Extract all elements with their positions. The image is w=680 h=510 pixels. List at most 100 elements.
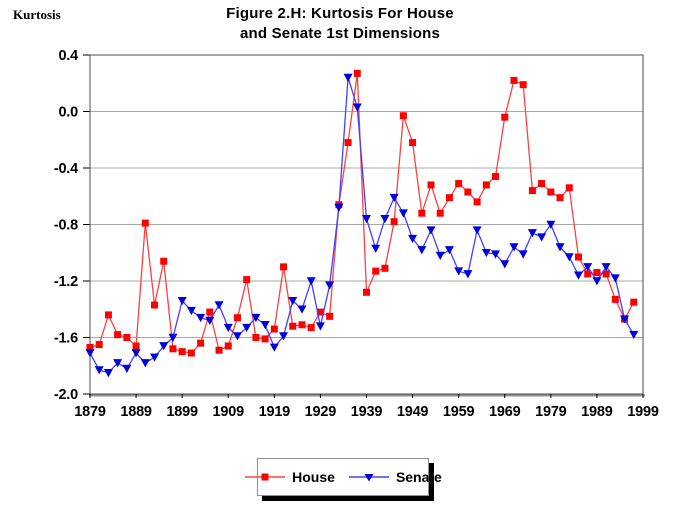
senate-point (463, 270, 473, 279)
x-tick-label: 1949 (397, 404, 429, 420)
senate-point (527, 229, 537, 238)
house-legend-square (261, 473, 269, 481)
y-tick-label: -1.2 (54, 274, 78, 290)
y-tick-label: -0.8 (54, 218, 78, 234)
senate-point (518, 250, 528, 259)
x-tick-label: 1909 (213, 404, 245, 420)
house-point (280, 263, 288, 271)
house-point (187, 349, 195, 357)
x-tick-label: 1889 (120, 404, 152, 420)
senate-point (555, 243, 565, 252)
house-point (178, 348, 186, 356)
senate-marker-icon (348, 474, 389, 482)
house-point (501, 113, 509, 121)
senate-point (500, 260, 510, 269)
senate-point (122, 364, 132, 373)
senate-point (398, 209, 408, 218)
house-point (372, 267, 380, 275)
house-point (547, 188, 555, 196)
x-tick-label: 1899 (166, 404, 198, 420)
senate-point (371, 244, 381, 253)
house-point (95, 341, 103, 349)
senate-point (131, 349, 141, 358)
senate-point (288, 296, 298, 306)
x-tick-label: 1979 (535, 404, 567, 420)
house-point (574, 253, 582, 261)
house-point (353, 69, 361, 77)
house-point (289, 322, 297, 330)
y-tick-label: -2.0 (54, 387, 78, 403)
house-point (224, 342, 232, 350)
house-point (86, 343, 94, 351)
house-point (611, 295, 619, 303)
house-point (409, 139, 417, 147)
house-point (206, 308, 214, 316)
senate-point (389, 193, 399, 203)
senate-point (315, 322, 325, 331)
x-tick-label: 1989 (581, 404, 613, 420)
house-point (584, 270, 592, 278)
senate-point (573, 271, 583, 280)
senate-point (444, 246, 454, 255)
senate-point (325, 281, 335, 290)
y-tick-label: 0.4 (58, 48, 78, 64)
senate-point (159, 342, 169, 351)
legend: House Senate (245, 458, 442, 496)
senate-point (491, 250, 501, 259)
y-tick-label: 0.0 (58, 105, 78, 121)
senate-point (260, 320, 270, 330)
senate-point (610, 274, 620, 283)
senate-point (509, 243, 519, 252)
senate-point (334, 203, 344, 212)
legend-item-senate: Senate (348, 469, 442, 485)
senate-point (537, 233, 547, 242)
house-point (427, 181, 435, 189)
house-point (492, 172, 500, 180)
house-point (243, 276, 251, 284)
senate-point (94, 366, 104, 375)
house-point (418, 209, 426, 217)
senate-point (223, 323, 233, 333)
senate-point (103, 369, 113, 378)
house-point (270, 325, 278, 333)
x-tick-label: 1939 (351, 404, 383, 420)
senate-point (583, 263, 593, 272)
house-point (132, 342, 140, 350)
house-point (197, 339, 205, 347)
senate-legend-triangle (364, 474, 374, 482)
y-tick-label: -0.4 (54, 161, 78, 177)
house-point (538, 180, 546, 188)
house-point (169, 345, 177, 353)
house-point (593, 269, 601, 277)
chart-title: Figure 2.H: Kurtosis For House and Senat… (10, 4, 670, 44)
chart-title-line2: and Senate 1st Dimensions (239, 25, 441, 42)
legend-item-house: House (244, 469, 335, 485)
senate-point (232, 332, 242, 341)
house-point (114, 331, 122, 339)
house-line (89, 73, 635, 354)
senate-point (352, 103, 362, 112)
house-point (160, 257, 168, 265)
house-point (630, 298, 638, 306)
legend-label-senate: Senate (395, 469, 442, 485)
senate-point (564, 253, 574, 262)
x-tick-label: 1919 (259, 404, 291, 420)
senate-point (186, 306, 196, 316)
house-point (399, 112, 407, 120)
chart-title-line1: Figure 2.H: Kurtosis For House (226, 5, 454, 22)
y-tick-label: -1.6 (54, 331, 78, 347)
senate-point (435, 251, 445, 260)
house-point (215, 346, 223, 354)
x-tick-label: 1999 (627, 404, 659, 420)
house-point (473, 198, 481, 206)
senate-point (408, 234, 418, 244)
house-point (565, 184, 573, 192)
senate-point (629, 330, 639, 340)
senate-point (113, 359, 123, 368)
house-point (556, 194, 564, 202)
house-point (390, 218, 398, 226)
house-point (298, 321, 306, 329)
house-point (141, 219, 149, 227)
house-point (464, 188, 472, 196)
